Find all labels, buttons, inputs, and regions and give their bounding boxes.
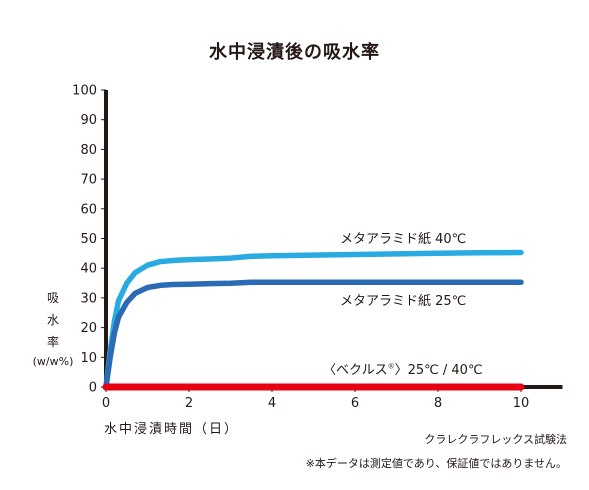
y-axis-label-3: 率	[46, 335, 59, 349]
disclaimer-note: ※本データは測定値であり、保証値ではありません。	[305, 457, 567, 470]
registered-mark: ®	[387, 362, 395, 371]
y-axis-label-unit: (w/w%)	[32, 355, 74, 368]
x-tick-label-6: 6	[351, 396, 359, 411]
x-tick-label-8: 8	[434, 396, 442, 411]
y-tick-label-70: 70	[80, 173, 97, 188]
x-tick-label-4: 4	[268, 396, 276, 411]
y-tick-label-90: 90	[80, 113, 97, 128]
series-label-vecrus: 〈ベクルス®〉25℃ / 40℃	[323, 359, 483, 378]
vecrus-label-pre: 〈ベクルス	[323, 363, 388, 378]
x-axis-label: 水中浸漬時間（日）	[104, 422, 240, 437]
series-label-25c: メタアラミド紙 25℃	[340, 294, 467, 309]
y-tick-label-100: 100	[72, 84, 97, 99]
chart-title: 水中浸漬後の吸水率	[209, 42, 380, 63]
y-tick-label-0: 0	[89, 381, 97, 396]
y-tick-label-80: 80	[80, 143, 97, 158]
y-axis-label-1: 吸	[46, 291, 59, 305]
y-tick-label-10: 10	[80, 351, 97, 366]
x-tick-label-2: 2	[185, 396, 193, 411]
vecrus-label-post: 〉25℃ / 40℃	[394, 363, 483, 378]
x-tick-label-0: 0	[102, 396, 110, 411]
series-label-40c: メタアラミド紙 40℃	[340, 232, 467, 247]
x-tick-label-10: 10	[513, 396, 530, 411]
y-tick-label-40: 40	[80, 262, 97, 277]
y-tick-label-30: 30	[80, 291, 97, 306]
test-method-note: クラレクラフレックス試験法	[424, 433, 567, 446]
y-tick-label-20: 20	[80, 321, 97, 336]
y-tick-label-60: 60	[80, 202, 97, 217]
series-line-40c	[103, 249, 524, 390]
series-line-25c	[103, 279, 524, 390]
y-axis-label-2: 水	[46, 313, 59, 327]
y-tick-label-50: 50	[80, 232, 97, 247]
